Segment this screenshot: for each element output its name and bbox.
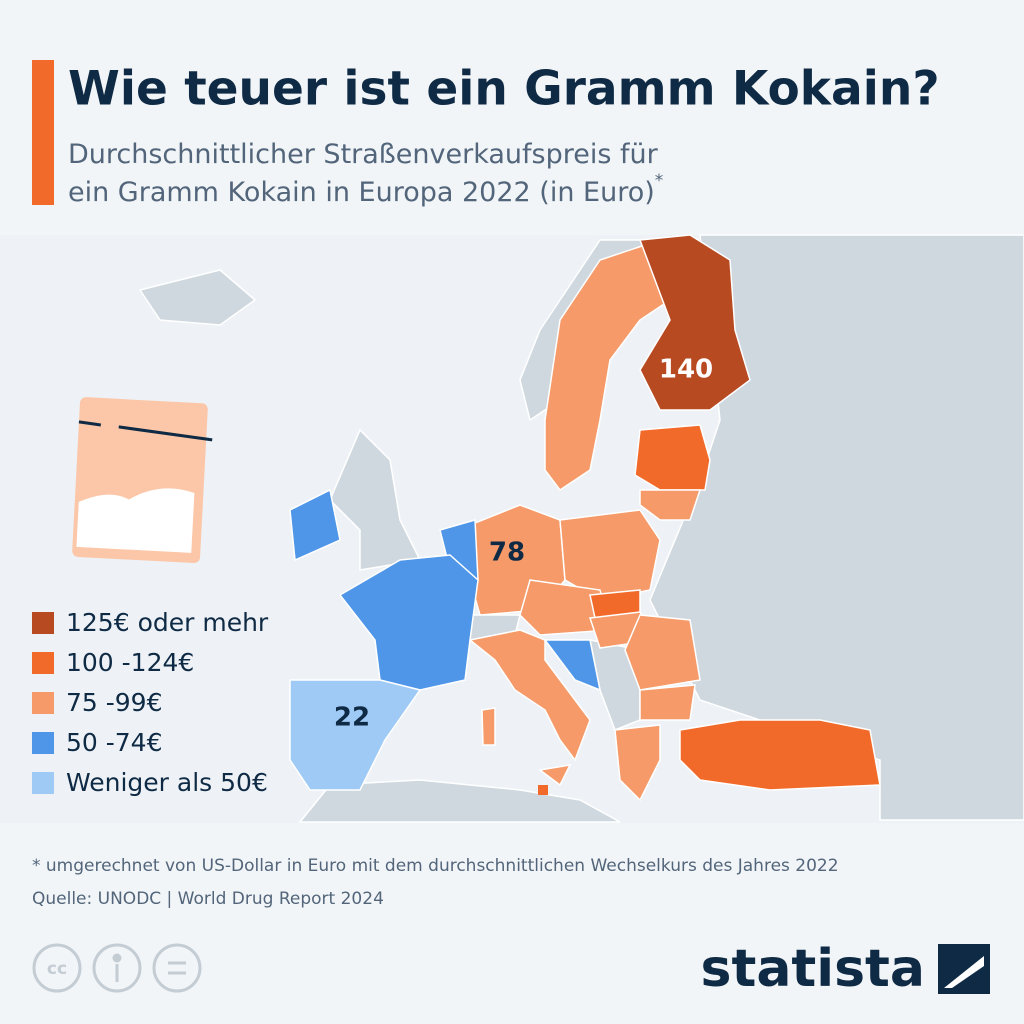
land (138, 269, 257, 326)
seal (78, 420, 102, 427)
cc-icon (32, 943, 82, 993)
cc-label: cc (47, 959, 67, 979)
footnote: * umgerechnet von US-Dollar in Euro mit … (32, 856, 839, 876)
country (289, 679, 422, 791)
source: Quelle: UNODC | World Drug Report 2024 (32, 889, 384, 909)
country (481, 707, 496, 746)
seal (118, 425, 213, 442)
legend-swatch (32, 732, 54, 754)
country (614, 724, 661, 802)
map-label: 140 (659, 355, 713, 385)
country (559, 509, 661, 601)
country (538, 764, 572, 787)
by-icon (92, 943, 142, 993)
land (329, 428, 422, 571)
accent-bar (32, 60, 54, 205)
country (639, 489, 702, 521)
legend-swatch (32, 612, 54, 634)
country (544, 239, 671, 492)
legend-label: 125€ oder mehr (66, 608, 269, 637)
legend-label: 100 -124€ (66, 648, 194, 677)
country (468, 629, 591, 762)
country (639, 684, 696, 721)
license-icons (32, 943, 202, 993)
subtitle-line: Durchschnittlicher Straßenverkaufspreis … (68, 139, 659, 170)
country (624, 614, 701, 691)
country (634, 424, 711, 491)
title: Wie teuer ist ein Gramm Kokain? (68, 62, 940, 117)
legend-swatch (32, 692, 54, 714)
subtitle-mark: * (655, 171, 664, 191)
logo-box (938, 944, 990, 994)
powder (76, 488, 195, 553)
country (338, 554, 479, 691)
subtitle: Durchschnittlicher Straßenverkaufspreis … (68, 139, 663, 208)
nd-icon (152, 943, 202, 993)
map-label: 78 (489, 538, 525, 568)
legend-swatch (32, 652, 54, 674)
country (538, 785, 548, 795)
legend-swatch (32, 772, 54, 794)
country (289, 488, 341, 562)
country (543, 639, 602, 692)
logo-mark (938, 944, 990, 994)
by-head (112, 953, 122, 963)
subtitle-line: ein Gramm Kokain in Europa 2022 (in Euro… (68, 177, 655, 208)
legend-label: 75 -99€ (66, 688, 163, 717)
legend-label: Weniger als 50€ (66, 768, 268, 797)
legend: 125€ oder mehr 100 -124€ 75 -99€ 50 -74€ Wen… (32, 608, 269, 797)
logo: statista (701, 939, 925, 999)
map-label: 22 (334, 703, 370, 733)
legend-label: 50 -74€ (66, 728, 163, 757)
bag-icon (72, 397, 213, 564)
country (519, 579, 611, 636)
country (679, 719, 881, 791)
logo-stroke (944, 956, 984, 988)
country (638, 234, 751, 411)
